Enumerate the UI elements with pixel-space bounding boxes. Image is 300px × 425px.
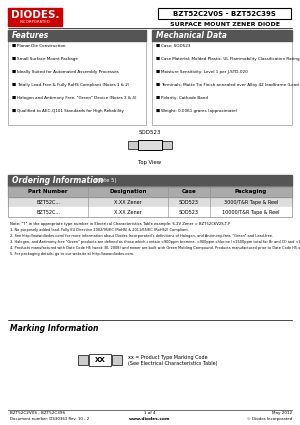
- Text: Mechanical Data: Mechanical Data: [156, 31, 227, 40]
- Text: Moisture Sensitivity: Level 1 per J-STD-020: Moisture Sensitivity: Level 1 per J-STD-…: [161, 70, 248, 74]
- Text: 10000/T&R Tape & Reel: 10000/T&R Tape & Reel: [222, 210, 280, 215]
- Text: ■: ■: [156, 57, 160, 61]
- Text: Qualified to AEC-Q101 Standards for High Reliability: Qualified to AEC-Q101 Standards for High…: [17, 109, 124, 113]
- Bar: [8, 8, 62, 26]
- Text: Part Number: Part Number: [28, 189, 68, 194]
- Text: 2. See http://www.diodes.com/ for more information about Diodes Incorporated's d: 2. See http://www.diodes.com/ for more i…: [10, 234, 273, 238]
- Text: Halogen and Antimony Free. "Green" Device (Notes 3 & 4): Halogen and Antimony Free. "Green" Devic…: [17, 96, 136, 100]
- Text: Features: Features: [12, 31, 49, 40]
- Text: Terminals: Matte Tin Finish annealed over Alloy 42 leadframe (Lead Free Plating): Terminals: Matte Tin Finish annealed ove…: [161, 83, 300, 87]
- Text: Case Material: Molded Plastic. UL Flammability Classification Rating 94V-0: Case Material: Molded Plastic. UL Flamma…: [161, 57, 300, 61]
- Bar: [89, 354, 111, 366]
- Text: ■: ■: [12, 109, 16, 113]
- Text: Designation: Designation: [109, 189, 147, 194]
- Text: ■: ■: [12, 44, 16, 48]
- Text: 4. Products manufactured with Date Code H5 (week 30, 2008) and newer are built w: 4. Products manufactured with Date Code …: [10, 246, 300, 250]
- Text: Marking Information: Marking Information: [10, 324, 98, 333]
- Text: Small Surface Mount Package: Small Surface Mount Package: [17, 57, 78, 61]
- Text: ■: ■: [12, 57, 16, 61]
- Text: Ideally Suited for Automated Assembly Processes: Ideally Suited for Automated Assembly Pr…: [17, 70, 119, 74]
- Text: (Note 5): (Note 5): [95, 178, 117, 183]
- Text: ■: ■: [156, 96, 160, 100]
- Text: X.XX Zener: X.XX Zener: [114, 199, 142, 204]
- Text: INCORPORATED: INCORPORATED: [20, 20, 50, 24]
- Text: ■: ■: [12, 96, 16, 100]
- Text: Packaging: Packaging: [235, 189, 267, 194]
- Text: © Diodes Incorporated: © Diodes Incorporated: [247, 417, 292, 421]
- Text: X.XX Zener: X.XX Zener: [114, 210, 142, 215]
- Text: DIODES.: DIODES.: [11, 10, 59, 20]
- Text: Case: Case: [182, 189, 196, 194]
- Text: ■: ■: [12, 70, 16, 74]
- Text: 1 of 4: 1 of 4: [144, 411, 156, 415]
- Text: 3000/T&R Tape & Reel: 3000/T&R Tape & Reel: [224, 199, 278, 204]
- Text: ■: ■: [156, 83, 160, 87]
- Text: BZT52C2V0S - BZT52C39S: BZT52C2V0S - BZT52C39S: [173, 11, 276, 17]
- Text: Polarity: Cathode Band: Polarity: Cathode Band: [161, 96, 208, 100]
- Text: ■: ■: [156, 109, 160, 113]
- Text: SOD523: SOD523: [179, 210, 199, 215]
- Bar: [8, 186, 292, 197]
- Text: BZT52C...: BZT52C...: [36, 199, 60, 204]
- Text: Document number: DS30363 Rev. 10 - 2: Document number: DS30363 Rev. 10 - 2: [10, 417, 89, 421]
- Text: Note: "T" in the appropriate type number in Electrical Characteristics Table exa: Note: "T" in the appropriate type number…: [10, 222, 230, 226]
- Text: 1. No purposely added lead. Fully EU Directive 2002/95/EC (RoHS) & 2011/65/EC (R: 1. No purposely added lead. Fully EU Dir…: [10, 228, 189, 232]
- Text: SURFACE MOUNT ZENER DIODE: SURFACE MOUNT ZENER DIODE: [169, 22, 280, 26]
- Text: (See Electrical Characteristics Table): (See Electrical Characteristics Table): [128, 362, 218, 366]
- Bar: [8, 30, 146, 41]
- Text: ■: ■: [156, 44, 160, 48]
- Bar: [152, 30, 292, 125]
- Text: SOD523: SOD523: [179, 199, 199, 204]
- Text: ■: ■: [156, 70, 160, 74]
- Bar: [8, 197, 292, 207]
- Text: Planar Die Construction: Planar Die Construction: [17, 44, 65, 48]
- Text: Weight: 0.0061 grams (approximate): Weight: 0.0061 grams (approximate): [161, 109, 237, 113]
- Bar: [8, 207, 292, 217]
- Text: www.diodes.com: www.diodes.com: [129, 417, 171, 421]
- Text: SOD523: SOD523: [139, 130, 161, 135]
- Bar: [138, 140, 162, 150]
- Bar: [152, 30, 292, 41]
- Text: Top View: Top View: [139, 160, 161, 165]
- Text: Case: SOD523: Case: SOD523: [161, 44, 190, 48]
- Bar: [78, 355, 88, 365]
- Bar: [8, 30, 146, 125]
- Text: BZT52C...: BZT52C...: [36, 210, 60, 215]
- Bar: [8, 186, 292, 217]
- Bar: [128, 141, 138, 149]
- Text: 5. For packaging details, go to our website at http://www.diodes.com.: 5. For packaging details, go to our webs…: [10, 252, 134, 256]
- Text: ■: ■: [12, 83, 16, 87]
- Text: XX: XX: [94, 357, 105, 363]
- Text: May 2012: May 2012: [272, 411, 292, 415]
- Text: 3. Halogen- and Antimony-free "Green" products are defined as those which contai: 3. Halogen- and Antimony-free "Green" pr…: [10, 240, 300, 244]
- Text: Ordering Information: Ordering Information: [12, 176, 104, 185]
- Text: Totally Lead-Free & Fully RoHS Compliant (Notes 1 & 2): Totally Lead-Free & Fully RoHS Compliant…: [17, 83, 130, 87]
- Bar: [8, 175, 292, 186]
- Text: BZT52C2V0S - BZT52C39S: BZT52C2V0S - BZT52C39S: [10, 411, 65, 415]
- Bar: [158, 8, 291, 19]
- Text: xx = Product Type Marking Code: xx = Product Type Marking Code: [128, 354, 208, 360]
- Bar: [112, 355, 122, 365]
- Bar: [162, 141, 172, 149]
